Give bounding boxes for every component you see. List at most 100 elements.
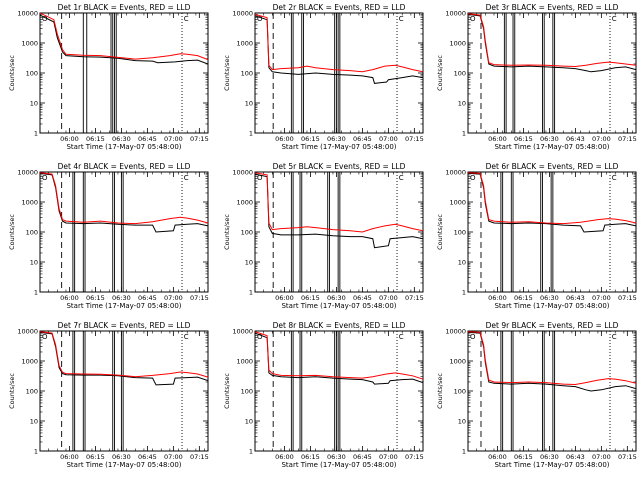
x-tick-label: 07:15	[618, 453, 637, 461]
y-tick-label: 1	[34, 289, 38, 297]
x-tick-label: 06:30	[540, 135, 559, 143]
x-tick-label: 07:15	[405, 453, 424, 461]
x-tick-label: 06:45	[353, 294, 372, 302]
y-axis-label: Counts/sec	[8, 373, 16, 409]
y-tick-label: 1	[462, 448, 466, 456]
x-tick-label: 06:15	[514, 294, 533, 302]
y-tick-label: 1000	[449, 199, 466, 207]
dotted-marker-label: C	[184, 174, 189, 182]
x-tick-label: 06:30	[327, 294, 346, 302]
y-tick-label: 10	[30, 259, 38, 267]
y-axis-label: Counts/sec	[436, 214, 444, 250]
y-axis-label: Counts/sec	[8, 55, 16, 91]
x-tick-label: 06:15	[86, 135, 105, 143]
x-tick-label: 07:00	[592, 294, 611, 302]
y-axis-label: Counts/sec	[436, 55, 444, 91]
panel-title: Det 8r BLACK = Events, RED = LLD	[273, 321, 406, 330]
x-tick-label: 07:15	[190, 453, 209, 461]
lld-line	[40, 13, 208, 61]
plot-frame	[39, 171, 209, 293]
x-axis-label: Start Time (17-May-07 05:48:00)	[494, 302, 609, 310]
dotted-marker-label: C	[612, 333, 617, 341]
y-tick-label: 100	[241, 229, 253, 237]
panel-8: Det 8r BLACK = Events, RED = LLD 1 10 100 10…	[223, 321, 424, 469]
x-tick-label: 06:30	[327, 135, 346, 143]
y-axis-label: Counts/sec	[223, 55, 231, 91]
lld-line	[255, 172, 423, 233]
y-tick-label: 1	[249, 130, 253, 138]
y-tick-label: 10000	[445, 169, 466, 177]
x-tick-label: 06:43	[566, 135, 585, 143]
x-axis-label: Start Time (17-May-07 05:48:00)	[66, 302, 181, 310]
plot-frame	[254, 330, 424, 452]
corner-mark: O	[257, 174, 263, 182]
dotted-marker-label: C	[399, 174, 404, 182]
x-axis-label: Start Time (17-May-07 05:48:00)	[66, 143, 181, 151]
x-tick-label: 06:30	[112, 453, 131, 461]
panel-5: Det 5r BLACK = Events, RED = LLD 1 10 100 10…	[223, 162, 424, 310]
y-tick-label: 1000	[449, 358, 466, 366]
y-tick-label: 10	[245, 100, 253, 108]
y-tick-label: 1000	[236, 358, 253, 366]
y-tick-label: 10000	[232, 10, 253, 18]
corner-mark: O	[470, 333, 476, 341]
x-axis-label: Start Time (17-May-07 05:48:00)	[494, 143, 609, 151]
y-tick-label: 10	[458, 100, 466, 108]
x-tick-label: 06:00	[488, 453, 507, 461]
panel-title: Det 3r BLACK = Events, RED = LLD	[486, 3, 619, 12]
y-tick-label: 10	[30, 100, 38, 108]
dotted-marker-label: C	[399, 333, 404, 341]
y-tick-label: 100	[241, 388, 253, 396]
y-axis-label: Counts/sec	[223, 373, 231, 409]
y-tick-label: 100	[454, 229, 466, 237]
panel-9: Det 9r BLACK = Events, RED = LLD 1 10 100 10…	[436, 321, 637, 469]
x-tick-label: 06:00	[60, 453, 79, 461]
y-tick-label: 1	[249, 289, 253, 297]
y-tick-label: 1000	[21, 199, 38, 207]
x-tick-label: 06:00	[60, 294, 79, 302]
x-tick-label: 06:00	[60, 135, 79, 143]
x-tick-label: 07:15	[190, 294, 209, 302]
x-tick-label: 07:00	[592, 135, 611, 143]
panel-1: Det 1r BLACK = Events, RED = LLD 1 10 100 10…	[8, 3, 209, 151]
y-tick-label: 10000	[17, 328, 38, 336]
x-tick-label: 07:15	[405, 294, 424, 302]
x-tick-label: 06:00	[488, 294, 507, 302]
events-line	[40, 14, 208, 65]
x-tick-label: 06:45	[138, 135, 157, 143]
corner-mark: O	[470, 15, 476, 23]
x-tick-label: 07:00	[379, 135, 398, 143]
x-tick-label: 07:15	[190, 135, 209, 143]
y-tick-label: 100	[454, 388, 466, 396]
x-tick-label: 06:00	[275, 135, 294, 143]
y-tick-label: 10000	[232, 328, 253, 336]
y-tick-label: 1	[34, 448, 38, 456]
x-tick-label: 06:30	[540, 453, 559, 461]
x-tick-label: 06:45	[138, 453, 157, 461]
x-axis-label: Start Time (17-May-07 05:48:00)	[281, 461, 396, 469]
plot-frame	[467, 12, 637, 134]
x-tick-label: 06:00	[275, 453, 294, 461]
panel-title: Det 2r BLACK = Events, RED = LLD	[273, 3, 406, 12]
y-tick-label: 10000	[445, 328, 466, 336]
x-axis-label: Start Time (17-May-07 05:48:00)	[66, 461, 181, 469]
lld-line	[468, 172, 636, 225]
panel-6: Det 6r BLACK = Events, RED = LLD 1 10 100 10…	[436, 162, 637, 310]
panel-title: Det 7r BLACK = Events, RED = LLD	[58, 321, 191, 330]
y-tick-label: 100	[241, 70, 253, 78]
dotted-marker-label: C	[399, 15, 404, 23]
plot-frame	[39, 12, 209, 134]
x-axis-label: Start Time (17-May-07 05:48:00)	[281, 143, 396, 151]
corner-mark: O	[470, 174, 476, 182]
panel-3: Det 3r BLACK = Events, RED = LLD 1 10 100 10…	[436, 3, 637, 151]
y-tick-label: 10000	[17, 10, 38, 18]
plot-frame	[467, 171, 637, 293]
